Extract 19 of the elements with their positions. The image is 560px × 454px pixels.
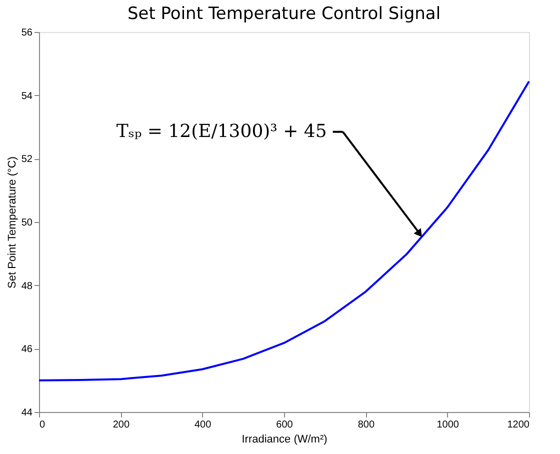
- x-tick-label: 400: [194, 420, 212, 430]
- y-tick-label: 54: [21, 90, 33, 102]
- y-tick-label: 48: [21, 280, 33, 292]
- y-tick-label: 46: [21, 344, 33, 356]
- y-tick-label: 52: [21, 154, 33, 166]
- x-tick-label: 0: [40, 420, 46, 430]
- annotation: Tₛₚ = 12(E/1300)³ + 45: [116, 120, 327, 142]
- x-tick-label: 1200: [507, 420, 530, 430]
- y-tick-label: 44: [21, 408, 33, 418]
- y-axis-title: Set Point Temperature (°C): [6, 156, 18, 288]
- x-tick-label: 200: [112, 420, 130, 430]
- line-series: [38, 80, 530, 382]
- x-tick-label: 800: [358, 420, 375, 430]
- y-tick-label: 56: [21, 28, 33, 38]
- y-tick-label: 50: [21, 218, 33, 228]
- x-tick-label: 1000: [436, 420, 460, 430]
- chart-title: Set Point Temperature Control Signal: [127, 4, 441, 24]
- x-tick-label: 600: [276, 420, 294, 430]
- x-axis-title: Irradiance (W/m²): [242, 434, 328, 446]
